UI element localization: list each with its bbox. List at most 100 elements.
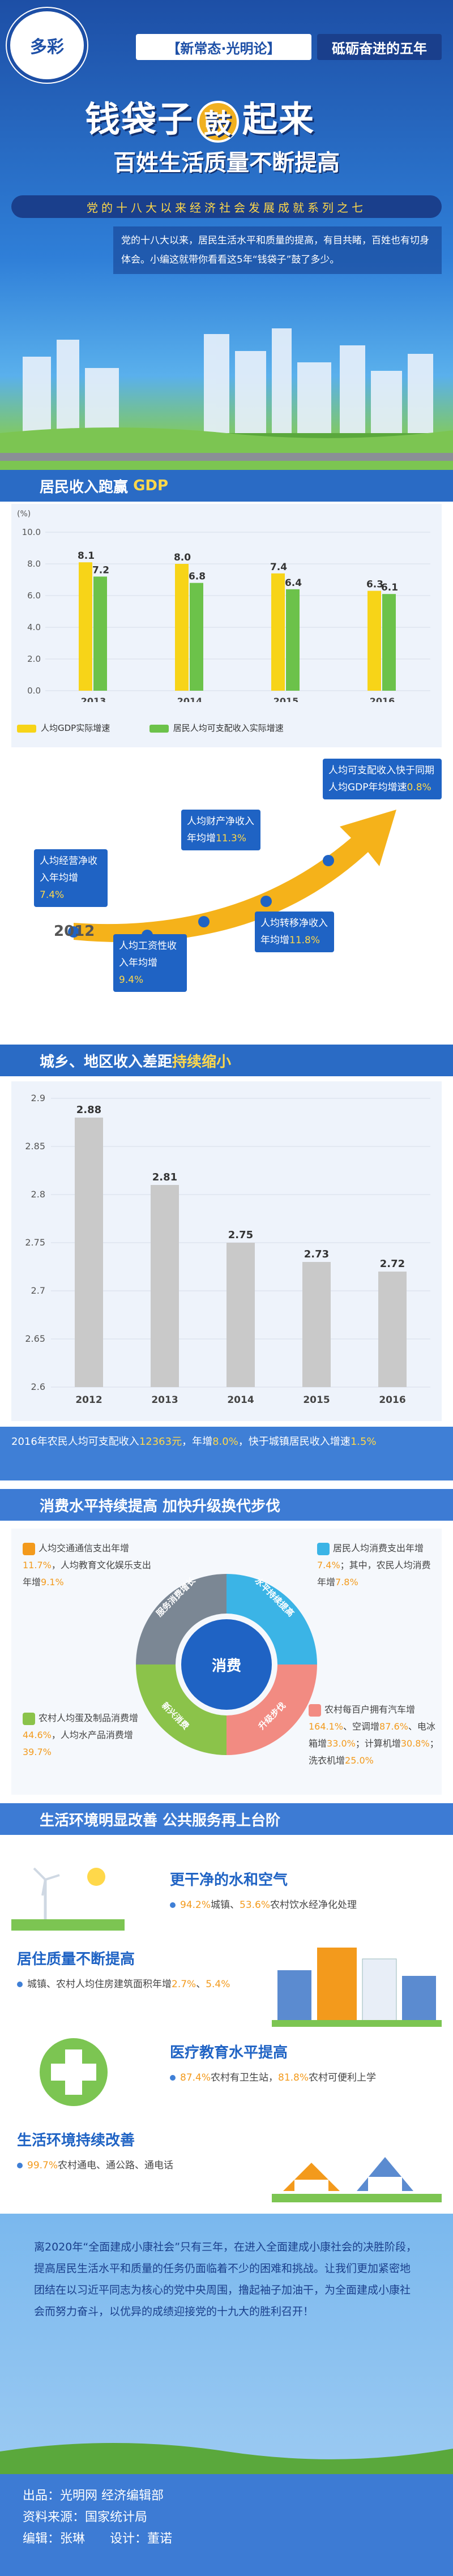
bubble-wage-text: 人均工资性收入年均增 — [119, 940, 177, 969]
y-tick-label: 2.8 — [31, 1189, 45, 1200]
living-item1-a: 城镇、 — [211, 1899, 240, 1911]
bubble-business-text: 人均经营净收入年均增 — [40, 855, 97, 884]
section-income-title: 居民收入跑赢 — [40, 478, 129, 496]
living-item3-b: 农村可便利上学 — [309, 2072, 377, 2083]
living-item3-title: 医疗教育水平提高 — [170, 2044, 288, 2061]
data-label: 6.8 — [189, 571, 206, 583]
title-part2: 起来 — [242, 99, 315, 140]
data-label: 8.0 — [174, 552, 191, 563]
footer-grass-illustration — [0, 2443, 453, 2474]
bubble-disposable-text: 人均可支配收入快于同期人均GDP年均增速 — [328, 765, 434, 793]
q3-a: 农村人均蛋及制品消费增 — [39, 1713, 139, 1723]
bubble-property-text: 人均财产净收入年均增 — [187, 816, 254, 844]
data-label: 7.2 — [92, 564, 109, 576]
coin-icon: 鼓 — [197, 100, 240, 143]
medical-cross-icon — [40, 2038, 108, 2106]
gap-note: 2016年农民人均可支配收入12363元，年增8.0%，快于城镇居民收入增速1.… — [0, 1427, 453, 1480]
y-tick-label: 8.0 — [27, 559, 41, 569]
data-label: 2.73 — [304, 1248, 329, 1260]
bar-gdp — [175, 564, 189, 691]
x-tick-label: 2014 — [227, 1394, 254, 1406]
q4-b: 、空调增 — [343, 1721, 380, 1732]
living-item2-a: 城镇、农村人均住房建筑面积年增 — [27, 1979, 172, 1990]
living-item1-v2: 53.6% — [240, 1899, 271, 1911]
section-gap-title: 城乡、地区收入差距 — [40, 1053, 173, 1071]
y-tick-label: 2.85 — [25, 1141, 45, 1152]
living-item1-v1: 94.2% — [180, 1899, 211, 1911]
living-item2-v1: 2.7% — [172, 1979, 196, 1990]
bubble-transfer-text: 人均转移净收入年均增 — [260, 918, 328, 946]
bubble-transfer-value: 11.8% — [289, 935, 320, 946]
title-part1: 钱袋子 — [85, 99, 194, 140]
bullet-dot-icon — [170, 1902, 176, 1908]
residential-buildings-icon — [272, 1948, 442, 2027]
bar-income — [382, 594, 396, 691]
bubble-property-income: 人均财产净收入年均增11.3% — [181, 810, 260, 850]
bubble-wage-value: 9.4% — [119, 974, 144, 986]
credits-block: 出品：光明网 经济编辑部 资料来源：国家统计局 编辑：张琳 设计：董诺 — [0, 2474, 453, 2576]
column-tag: 【新常态·光明论】 — [136, 34, 311, 60]
consume-quad-topleft: 人均交通通信支出年增 11.7%，人均教育文化娱乐支出年增9.1% — [23, 1540, 153, 1591]
bar-gdp — [367, 590, 381, 691]
section-living-title: 生活环境明显改善 公共服务再上台阶 — [40, 1812, 281, 1829]
living-item3-v2: 81.8% — [278, 2072, 309, 2083]
section-income-highlight: GDP — [133, 477, 169, 494]
legend-label-gdp: 人均GDP实际增速 — [41, 723, 110, 733]
x-tick-label: 2016 — [370, 696, 395, 702]
legend-swatch-gdp — [17, 724, 36, 733]
bullet-dot-icon — [170, 2075, 176, 2081]
bar-ratio — [378, 1272, 407, 1387]
data-label: 6.4 — [285, 577, 302, 589]
bar-ratio — [151, 1185, 179, 1387]
data-label: 2.88 — [76, 1104, 101, 1116]
y-tick-label: 2.7 — [31, 1285, 45, 1296]
closing-paragraph: 离2020年“全面建成小康社会”只有三年，在进入全面建成小康社会的决胜阶段，提高… — [0, 2214, 453, 2474]
gap-note-c: ，快于城镇居民收入增速 — [238, 1436, 351, 1448]
brand-logo: 多彩 — [10, 11, 84, 79]
gap-ratio-chart: 2.6 2.65 2.7 2.75 2.8 2.85 2.9 2.88 2012 2.81 2013… — [25, 1093, 430, 1406]
legend-label-income: 居民人均可支配收入实际增速 — [173, 723, 284, 733]
consume-quad-topright: 居民人均消费支出年增 7.4%；其中，农民人均消费年增7.8% — [317, 1540, 436, 1591]
bar-ratio — [302, 1262, 331, 1387]
gap-note-v1: 12363元 — [139, 1436, 182, 1448]
legend-swatch-income — [149, 724, 169, 733]
living-item2-b: 、 — [196, 1979, 206, 1990]
bubble-disposable-income: 人均可支配收入快于同期人均GDP年均增速0.8% — [323, 759, 442, 799]
x-tick-label: 2015 — [273, 696, 299, 702]
bar-gdp — [79, 562, 92, 691]
q4-v1: 164.1% — [309, 1721, 344, 1732]
q4-e: ；洗衣机增 — [309, 1738, 439, 1766]
section-consume-heading: 消费水平持续提高 加快升级换代步伐 — [0, 1489, 453, 1521]
y-tick-label: 4.0 — [27, 622, 41, 632]
gap-note-v2: 8.0% — [212, 1436, 238, 1448]
page-title: 钱袋子鼓起来 — [85, 91, 315, 143]
y-tick-label: 0.0 — [27, 686, 41, 696]
living-item3-a: 农村有卫生站， — [211, 2072, 279, 2083]
y-tick-label: 2.65 — [25, 1333, 45, 1344]
living-item3-text: 87.4%农村有卫生站，81.8%农村可便利上学 — [170, 2069, 436, 2086]
gap-note-b: ，年增 — [182, 1436, 213, 1448]
q4-v3: 33.0% — [327, 1738, 356, 1749]
x-tick-label: 2012 — [75, 1394, 102, 1406]
x-tick-label: 2013 — [81, 696, 106, 702]
credit-source: 出品：光明网 经济编辑部 — [23, 2489, 164, 2503]
village-landscape-icon — [272, 2157, 442, 2202]
data-label: 2.75 — [228, 1229, 253, 1241]
living-item2-title: 居住质量不断提高 — [17, 1951, 135, 1968]
y-tick-label: 6.0 — [27, 590, 41, 601]
section-income-heading: 居民收入跑赢 GDP — [0, 470, 453, 502]
bullet-dot-icon — [17, 1982, 23, 1987]
consume-center-label: 消费 — [211, 1658, 241, 1675]
q3-v2: 39.7% — [23, 1747, 52, 1757]
q1-b: ，人均教育文化娱乐支出年增 — [23, 1560, 151, 1587]
x-tick-label: 2016 — [379, 1394, 405, 1406]
series-tag: 砥砺奋进的五年 — [317, 34, 442, 60]
living-item4-a: 农村通电、通公路、通电话 — [58, 2160, 174, 2171]
city-skyline-illustration — [0, 328, 453, 470]
y-tick-label: 10.0 — [22, 527, 41, 537]
car-icon — [309, 1704, 321, 1717]
wind-turbine-icon — [11, 1867, 125, 1931]
q2-a: 居民人均消费支出年增 — [333, 1543, 424, 1554]
living-item2-v2: 5.4% — [206, 1979, 230, 1990]
data-label: 2.72 — [380, 1258, 405, 1270]
